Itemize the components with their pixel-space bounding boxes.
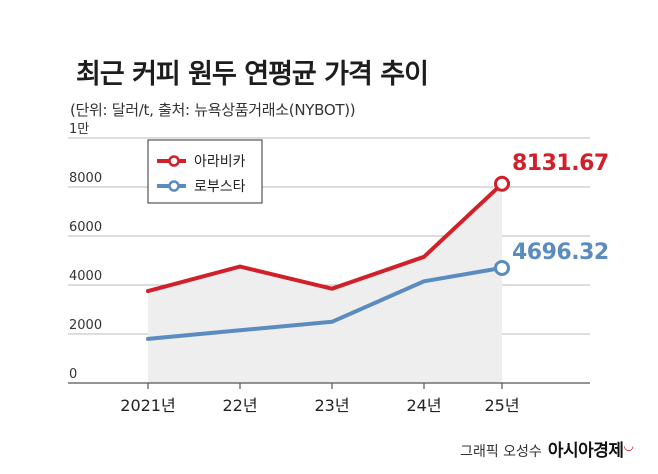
axis-layer: 0 2000 4000 6000 8000 1만 2021년 22년 23년 24년 25년 — [68, 122, 590, 415]
page-title: 최근 커피 원두 연평균 가격 추이 — [76, 59, 429, 90]
y-tick-label: 6000 — [69, 220, 102, 235]
brand-logo: 아시아경제 — [547, 441, 624, 461]
legend-marker — [168, 180, 180, 192]
credit-byline: 그래픽 오성수 — [460, 444, 542, 460]
legend-marker — [168, 155, 180, 167]
end-point-marker — [494, 259, 510, 276]
y-tick-label: 4000 — [69, 269, 102, 284]
y-tick-label: 0 — [69, 367, 77, 382]
legend-label: 아라비카 — [194, 154, 246, 170]
y-tick-label: 1만 — [69, 122, 89, 137]
price-area-fill — [148, 183, 502, 383]
area-layer — [148, 183, 502, 383]
x-tick-label: 24년 — [406, 396, 441, 415]
y-tick-label: 2000 — [69, 318, 102, 333]
legend-box — [147, 139, 263, 204]
x-tick-label: 23년 — [314, 396, 349, 415]
y-tick-label: 8000 — [69, 171, 102, 186]
brand-mark-icon: ◡ — [623, 438, 634, 453]
x-tick-label: 22년 — [222, 396, 257, 415]
end-point-marker — [494, 175, 510, 192]
legend-label: 로부스타 — [194, 179, 246, 195]
data-label: 8131.67 — [512, 151, 609, 176]
x-tick-label: 25년 — [484, 396, 519, 415]
chart-subtitle: (단위: 달러/t, 출처: 뉴욕상품거래소(NYBOT)) — [70, 101, 356, 119]
x-tick-label: 2021년 — [120, 396, 175, 415]
series-line — [146, 265, 504, 341]
credit: 그래픽 오성수 아시아경제◡ — [460, 436, 634, 461]
series-line — [146, 181, 504, 294]
series-layer: 8131.67 4696.32 — [146, 151, 609, 341]
data-label: 4696.32 — [512, 240, 609, 265]
